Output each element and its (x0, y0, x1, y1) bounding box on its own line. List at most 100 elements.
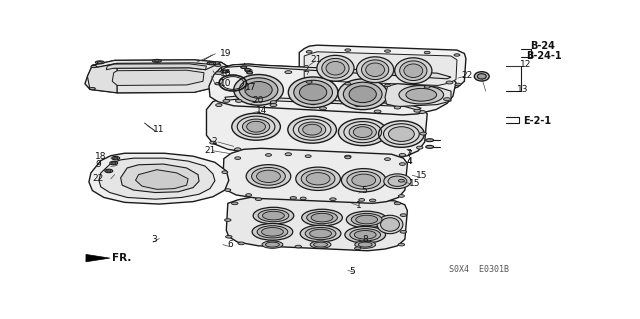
Polygon shape (85, 60, 228, 93)
Ellipse shape (322, 58, 349, 78)
Ellipse shape (347, 171, 381, 189)
Text: 6: 6 (228, 240, 234, 249)
Ellipse shape (110, 161, 118, 165)
Ellipse shape (111, 162, 116, 164)
Ellipse shape (311, 213, 333, 222)
Ellipse shape (384, 174, 411, 189)
Text: 7: 7 (405, 149, 411, 158)
Ellipse shape (444, 98, 451, 101)
Ellipse shape (301, 170, 335, 188)
Polygon shape (207, 96, 428, 159)
Polygon shape (88, 63, 117, 93)
Ellipse shape (310, 102, 316, 105)
Ellipse shape (258, 210, 289, 222)
Polygon shape (112, 70, 204, 85)
Text: 14: 14 (255, 106, 267, 115)
Ellipse shape (474, 72, 489, 81)
Ellipse shape (300, 197, 306, 200)
Ellipse shape (307, 211, 337, 224)
Ellipse shape (381, 218, 399, 231)
Ellipse shape (319, 107, 326, 110)
Text: 10: 10 (220, 79, 232, 88)
Ellipse shape (232, 113, 280, 140)
Polygon shape (121, 164, 199, 193)
Ellipse shape (356, 215, 378, 224)
Ellipse shape (298, 122, 326, 137)
Ellipse shape (306, 173, 330, 185)
Polygon shape (225, 96, 421, 110)
Ellipse shape (330, 198, 336, 201)
Ellipse shape (424, 51, 430, 54)
Ellipse shape (241, 66, 246, 69)
Text: 7: 7 (406, 150, 412, 159)
Ellipse shape (243, 119, 269, 134)
Ellipse shape (388, 176, 407, 186)
Ellipse shape (246, 194, 252, 196)
Text: 18: 18 (95, 152, 106, 161)
Text: 12: 12 (520, 60, 532, 69)
Ellipse shape (285, 153, 292, 156)
Ellipse shape (330, 72, 337, 75)
Ellipse shape (294, 80, 332, 104)
Ellipse shape (97, 62, 102, 63)
Ellipse shape (414, 109, 420, 112)
Polygon shape (136, 170, 188, 189)
Ellipse shape (341, 168, 386, 192)
Text: 21: 21 (204, 145, 216, 154)
Ellipse shape (253, 207, 294, 224)
Ellipse shape (374, 110, 381, 113)
Ellipse shape (339, 119, 387, 145)
Ellipse shape (300, 225, 341, 242)
Ellipse shape (399, 61, 427, 80)
Ellipse shape (377, 215, 403, 234)
Text: 5: 5 (349, 267, 355, 276)
Polygon shape (106, 64, 207, 70)
Ellipse shape (346, 211, 387, 228)
Polygon shape (300, 45, 466, 92)
Text: B-24-1: B-24-1 (526, 51, 561, 61)
Ellipse shape (414, 77, 420, 79)
Text: 20: 20 (253, 96, 264, 105)
Ellipse shape (344, 155, 351, 158)
Text: 11: 11 (154, 125, 165, 134)
Text: 5: 5 (361, 186, 367, 195)
Ellipse shape (257, 170, 280, 182)
Ellipse shape (234, 75, 284, 105)
Ellipse shape (349, 124, 376, 140)
Ellipse shape (394, 106, 401, 109)
Ellipse shape (355, 241, 376, 248)
Ellipse shape (90, 87, 95, 90)
Ellipse shape (215, 64, 221, 66)
Ellipse shape (314, 242, 328, 247)
Polygon shape (223, 148, 408, 203)
Polygon shape (89, 153, 229, 204)
Ellipse shape (454, 54, 460, 56)
Ellipse shape (455, 83, 461, 86)
Polygon shape (86, 255, 110, 262)
Ellipse shape (399, 195, 404, 197)
Ellipse shape (303, 124, 321, 135)
Text: 21: 21 (310, 56, 321, 64)
Text: 3: 3 (151, 235, 157, 244)
Ellipse shape (152, 59, 161, 62)
Ellipse shape (239, 78, 278, 102)
Text: 2: 2 (211, 137, 216, 146)
Ellipse shape (420, 132, 426, 135)
Polygon shape (385, 84, 451, 107)
Ellipse shape (257, 226, 288, 238)
Ellipse shape (353, 127, 372, 137)
Ellipse shape (338, 79, 388, 110)
Ellipse shape (310, 241, 331, 248)
Ellipse shape (225, 189, 231, 191)
Ellipse shape (394, 202, 401, 205)
Ellipse shape (235, 157, 241, 160)
Ellipse shape (344, 82, 382, 106)
Ellipse shape (246, 165, 291, 188)
Ellipse shape (359, 198, 365, 201)
Ellipse shape (306, 81, 312, 83)
Text: 8: 8 (362, 235, 368, 244)
Ellipse shape (301, 209, 342, 226)
Ellipse shape (91, 65, 97, 68)
Polygon shape (304, 52, 457, 85)
Ellipse shape (345, 83, 351, 85)
